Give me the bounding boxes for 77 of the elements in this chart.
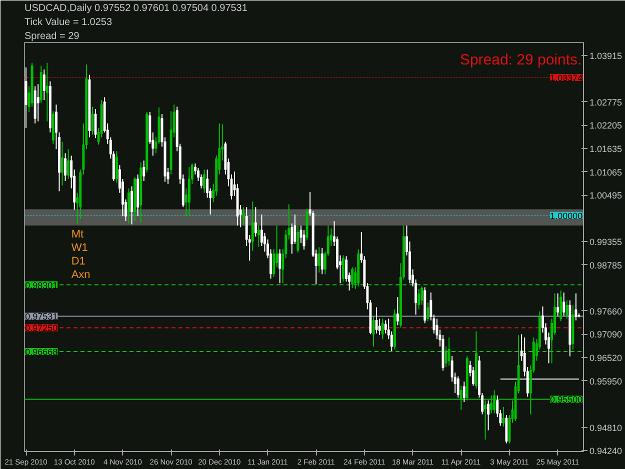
- candlestick: [566, 300, 568, 320]
- text: Tick Value = 1.0253: [24, 17, 112, 28]
- candlestick: [456, 376, 460, 398]
- text: Spread = 29: [24, 31, 80, 42]
- candlestick: [278, 248, 282, 284]
- candlestick: [203, 169, 206, 194]
- ref-line-label: 0.96668: [25, 346, 58, 357]
- candlestick: [420, 286, 424, 306]
- candlestick: [426, 302, 430, 322]
- candlestick: [67, 148, 70, 180]
- candlestick: [91, 106, 94, 135]
- candlestick: [42, 68, 46, 101]
- annotation: Axn: [71, 269, 90, 282]
- ref-line-label: 0.97250: [25, 323, 58, 334]
- candlestick: [493, 390, 496, 414]
- candlestick: [46, 62, 48, 122]
- candlestick: [460, 385, 462, 410]
- candlestick: [24, 66, 28, 128]
- candlestick: [487, 400, 490, 431]
- candlestick: [505, 414, 508, 444]
- annotation: Mt: [71, 228, 84, 241]
- ref-line-label: 0.97531: [25, 312, 58, 322]
- ref-line-label: 0.95500: [550, 394, 583, 405]
- y-tick-label: 1.02205: [590, 120, 622, 131]
- candlestick: [320, 248, 324, 275]
- annotation: D1: [71, 256, 86, 268]
- candlestick: [64, 152, 67, 182]
- candlestick: [36, 84, 40, 122]
- candlestick: [560, 290, 562, 322]
- candlestick: [372, 316, 375, 347]
- y-tick-label: 0.94810: [590, 422, 622, 433]
- candlestick: [396, 296, 399, 326]
- candlestick: [381, 318, 384, 340]
- candlestick: [484, 400, 487, 440]
- candlestick: [375, 306, 378, 334]
- y-tick-label: 0.96520: [590, 353, 622, 364]
- candlestick: [462, 381, 466, 403]
- y-tick-label: 1.00495: [590, 190, 622, 201]
- annotation: Spread: 29 points.: [460, 52, 582, 68]
- candlestick: [448, 337, 450, 366]
- candlestick: [94, 108, 97, 139]
- y-tick-label: 0.98785: [590, 260, 622, 270]
- candlestick: [574, 292, 578, 321]
- candlestick: [302, 230, 306, 250]
- annotation: W1: [71, 242, 88, 254]
- y-tick-label: 0.94240: [590, 446, 622, 456]
- ref-line-label: 1.00000: [550, 210, 583, 221]
- candlestick: [61, 141, 64, 186]
- candlestick: [257, 225, 260, 248]
- candlestick: [128, 188, 130, 224]
- candlestick: [490, 395, 493, 414]
- ref-line-label: 0.98301: [25, 280, 58, 290]
- y-tick-label: 0.97660: [590, 306, 622, 316]
- y-tick-label: 1.02775: [590, 97, 622, 108]
- candlestick: [254, 206, 257, 238]
- candlestick: [342, 254, 345, 282]
- candlestick: [115, 150, 118, 184]
- candlestick: [130, 186, 134, 225]
- candlestick: [188, 166, 190, 217]
- candlestick: [562, 292, 566, 316]
- candlestick: [418, 288, 420, 310]
- y-tick-label: 0.95950: [590, 376, 622, 386]
- y-tick-label: 0.97090: [590, 330, 622, 340]
- candlestick: [318, 246, 320, 274]
- ref-line-label: 1.03374: [550, 72, 583, 83]
- candlestick: [296, 225, 300, 254]
- y-tick-label: 0.99355: [590, 237, 622, 248]
- chart-title: USDCAD,Daily 0.97552 0.97601 0.97504 0.97531: [24, 3, 248, 14]
- candlestick: [242, 206, 245, 226]
- y-tick-label: 1.03915: [590, 50, 622, 61]
- candlestick: [142, 160, 146, 182]
- candlestick: [502, 406, 505, 428]
- candlestick: [556, 292, 560, 316]
- candlestick: [251, 200, 254, 252]
- candlestick: [351, 266, 354, 289]
- y-tick-label: 1.01065: [590, 167, 622, 178]
- y-tick-label: 1.01635: [590, 144, 622, 154]
